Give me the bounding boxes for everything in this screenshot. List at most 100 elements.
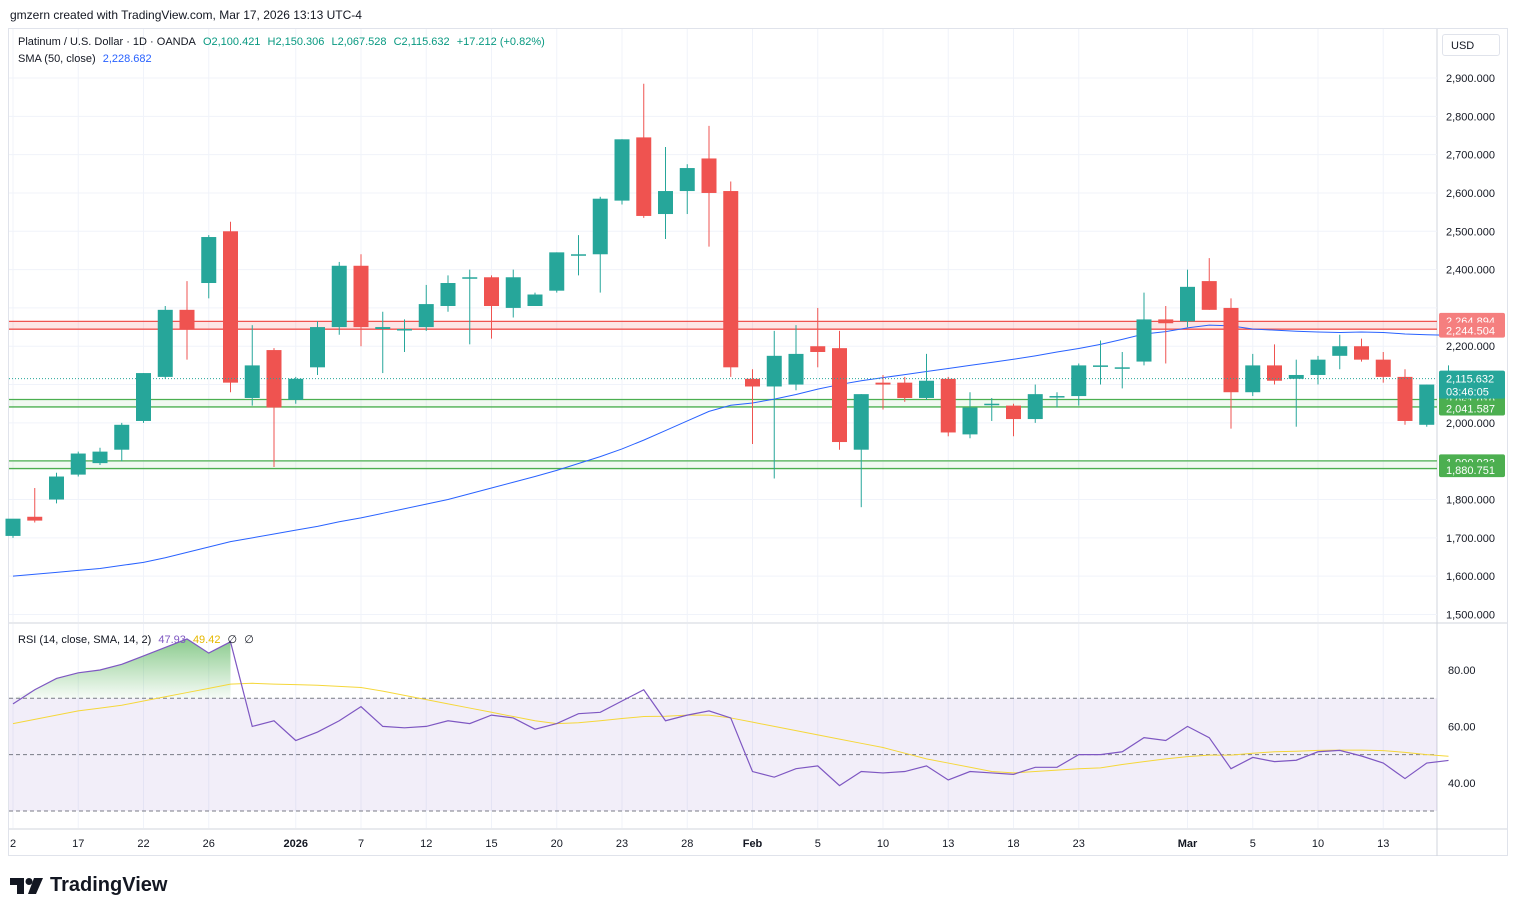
candle-up[interactable]: [418, 284, 434, 331]
candle-down[interactable]: [179, 281, 195, 360]
currency-button[interactable]: USD: [1442, 34, 1500, 56]
candle-up[interactable]: [853, 394, 869, 508]
candle-up[interactable]: [5, 518, 21, 538]
candle-up[interactable]: [201, 235, 217, 299]
candle-down[interactable]: [1006, 403, 1021, 437]
candle-down[interactable]: [810, 307, 826, 368]
candle-up[interactable]: [549, 252, 565, 293]
candle-down[interactable]: [745, 369, 760, 444]
candle-up[interactable]: [1071, 363, 1087, 406]
candle-up[interactable]: [1136, 292, 1152, 366]
support-zone: [9, 399, 1437, 407]
candle-up[interactable]: [614, 139, 630, 205]
candle-body: [984, 403, 1000, 406]
candle-down[interactable]: [832, 330, 847, 450]
candle-up[interactable]: [984, 397, 1000, 421]
candle-up[interactable]: [114, 422, 130, 462]
candle-down[interactable]: [1267, 344, 1282, 385]
candle-body: [897, 382, 913, 398]
candle-up[interactable]: [92, 447, 108, 466]
candle-up[interactable]: [527, 292, 543, 307]
candle-body: [1354, 346, 1369, 360]
symbol-label[interactable]: Platinum / U.S. Dollar · 1D · OANDA: [18, 36, 196, 48]
candle-up[interactable]: [1027, 384, 1043, 423]
candle-down[interactable]: [1223, 298, 1239, 429]
sma-line: [12, 324, 1449, 577]
candle-up[interactable]: [70, 451, 86, 477]
candle-down[interactable]: [940, 376, 956, 437]
candle-up[interactable]: [679, 164, 695, 215]
candle-up[interactable]: [1180, 269, 1195, 328]
price-tick-label: 2,400.000: [1446, 265, 1495, 277]
candle-up[interactable]: [49, 472, 64, 504]
sma-label[interactable]: SMA (50, close): [18, 53, 96, 65]
tag-label: 2,244.504: [1446, 326, 1495, 338]
candle-up[interactable]: [919, 353, 934, 400]
candle-down[interactable]: [223, 221, 238, 393]
candle-down[interactable]: [875, 374, 891, 410]
candle-up[interactable]: [1049, 392, 1065, 408]
candle-down[interactable]: [1158, 306, 1174, 364]
candle-up[interactable]: [592, 196, 608, 293]
candle-up[interactable]: [1310, 355, 1326, 385]
price-tick-label: 2,800.000: [1446, 111, 1495, 123]
candle-down[interactable]: [353, 254, 369, 347]
candle-up[interactable]: [310, 321, 325, 375]
candle-up[interactable]: [658, 146, 673, 239]
candle-up[interactable]: [788, 325, 804, 391]
candle-up[interactable]: [136, 373, 151, 423]
candle-down[interactable]: [1375, 351, 1391, 383]
candle-down[interactable]: [701, 125, 717, 247]
candle-up[interactable]: [1332, 334, 1348, 370]
candle-up[interactable]: [157, 306, 173, 379]
candle-up[interactable]: [462, 269, 478, 345]
candle-down[interactable]: [636, 83, 652, 218]
price-tick-label: 2,200.000: [1446, 341, 1495, 353]
candle-down[interactable]: [897, 376, 913, 402]
candle-body: [1006, 405, 1021, 420]
candle-up[interactable]: [962, 392, 978, 439]
candle-down[interactable]: [1354, 338, 1369, 362]
time-tick-label: 23: [1073, 838, 1085, 850]
candle-body: [27, 516, 43, 521]
candle-down[interactable]: [723, 181, 739, 377]
candle-up[interactable]: [571, 235, 586, 276]
change-value: +17.212 (+0.82%): [456, 36, 545, 48]
rsi-pane: 40.00 60.00 80.00: [9, 638, 1476, 812]
time-tick-label: 12: [420, 838, 432, 850]
candle-up[interactable]: [1114, 351, 1130, 389]
candle-body: [1049, 396, 1065, 398]
candle-body: [1071, 365, 1087, 397]
candle-body: [1158, 319, 1174, 324]
tradingview-logo[interactable]: TradingView: [10, 874, 167, 897]
price-tick-label: 1,800.000: [1446, 495, 1495, 507]
candle-down[interactable]: [1397, 369, 1413, 425]
candle-up[interactable]: [1093, 340, 1108, 385]
candle-up[interactable]: [440, 275, 456, 312]
time-tick-label: 18: [1007, 838, 1019, 850]
candle-up[interactable]: [331, 261, 347, 335]
candle-up[interactable]: [288, 376, 304, 404]
close-value: C2,115.632: [393, 36, 450, 48]
candle-up[interactable]: [1245, 353, 1261, 397]
candle-body: [201, 237, 217, 284]
candle-down[interactable]: [27, 488, 43, 523]
candle-body: [636, 137, 652, 216]
candle-down[interactable]: [1201, 258, 1217, 310]
rsi-tick-label: 80.00: [1448, 665, 1476, 677]
rsi-label[interactable]: RSI (14, close, SMA, 14, 2): [18, 634, 152, 646]
candle-down[interactable]: [484, 275, 499, 339]
candle-up[interactable]: [1419, 384, 1435, 427]
candle-body: [288, 378, 304, 400]
candle-up[interactable]: [397, 319, 412, 352]
candle-down[interactable]: [266, 348, 282, 467]
candle-body: [1288, 374, 1304, 379]
candle-body: [1310, 359, 1326, 375]
candle-body: [179, 309, 195, 329]
candle-body: [397, 328, 412, 331]
candle-up[interactable]: [244, 325, 260, 406]
candle-up[interactable]: [505, 269, 521, 318]
candle-up[interactable]: [375, 311, 391, 374]
candle-up[interactable]: [1288, 359, 1304, 427]
